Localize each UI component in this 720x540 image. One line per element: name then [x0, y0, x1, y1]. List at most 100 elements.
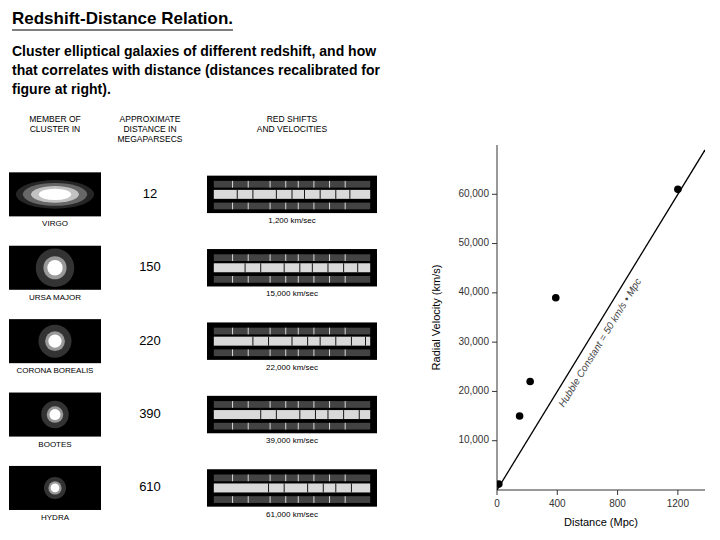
spectral-line: [313, 276, 314, 283]
spectral-line: [345, 276, 346, 283]
spectral-line: [232, 496, 233, 503]
spectral-line: [345, 328, 346, 335]
galaxy-glow: [23, 183, 87, 206]
spectral-line: [329, 328, 330, 335]
distance-label: 390: [139, 406, 161, 421]
y-tick: [492, 194, 497, 195]
spectral-line: [248, 328, 249, 335]
spectral-line: [343, 263, 344, 272]
spectral-line: [329, 349, 330, 356]
x-axis-line: [497, 490, 705, 491]
spectral-line: [313, 349, 314, 356]
spectral-line: [298, 349, 299, 356]
spectrum: [207, 176, 377, 213]
spectral-line: [232, 254, 233, 261]
spectral-line: [307, 483, 308, 492]
spectral-line: [248, 254, 249, 261]
spectral-line: [248, 496, 249, 503]
spectral-line: [345, 203, 346, 210]
spectral-line: [329, 496, 330, 503]
spectral-line: [260, 263, 261, 272]
spectral-line: [285, 401, 286, 408]
cluster-name: HYDRA: [41, 513, 70, 522]
x-tick-label: 400: [549, 498, 566, 509]
spectral-line: [351, 483, 352, 492]
y-tick: [492, 243, 497, 244]
spectrum-frame: [207, 396, 377, 433]
spectral-line: [329, 203, 330, 210]
spectrum-band: [214, 328, 370, 335]
spectral-line: [313, 474, 314, 481]
galaxy-glow: [47, 260, 62, 275]
x-tick: [557, 490, 558, 495]
spectral-line: [268, 483, 269, 492]
spectrum-band: [214, 423, 370, 430]
spectral-line: [315, 410, 316, 419]
cluster-name: URSA MAJOR: [29, 293, 81, 302]
spectral-line: [270, 401, 271, 408]
spectral-line: [292, 337, 293, 346]
x-tick: [497, 490, 498, 495]
spectral-line: [298, 276, 299, 283]
spectral-line: [270, 181, 271, 188]
column-header: MEMBER OFCLUSTER IN: [29, 114, 80, 134]
spectral-line: [320, 190, 321, 199]
spectral-line: [270, 276, 271, 283]
spectral-line: [335, 337, 336, 346]
spectral-line: [312, 263, 313, 272]
spectral-line: [298, 254, 299, 261]
spectral-line: [270, 496, 271, 503]
spectral-line: [298, 401, 299, 408]
galaxy-glow: [31, 186, 79, 203]
x-tick-label: 800: [609, 498, 626, 509]
distance-label: 610: [139, 479, 161, 494]
spectral-line: [270, 254, 271, 261]
galaxy-glow: [36, 248, 75, 287]
galaxy-frame: [9, 319, 101, 363]
data-point: [497, 480, 503, 488]
spectrum: [207, 249, 377, 286]
spectrum-band: [214, 349, 370, 356]
spectral-line: [248, 401, 249, 408]
spectral-line: [248, 276, 249, 283]
spectral-line: [351, 337, 352, 346]
spectral-line: [232, 328, 233, 335]
spectral-line: [327, 263, 328, 272]
spectrum-band: [214, 483, 370, 492]
spectral-line: [320, 337, 321, 346]
spectral-line: [284, 263, 285, 272]
annotation: Hubble Constant = 50 km/s • Mpc: [556, 276, 643, 409]
velocity-label: 22,000 km/sec: [266, 363, 318, 372]
spectral-line: [327, 410, 328, 419]
galaxy-glow: [39, 189, 71, 200]
spectral-line: [285, 181, 286, 188]
spectral-line: [285, 474, 286, 481]
spectrum-band: [214, 474, 370, 481]
spectral-line: [329, 254, 330, 261]
y-tick: [492, 292, 497, 293]
galaxy-glow: [48, 335, 61, 348]
spectral-line: [335, 190, 336, 199]
spectral-line: [270, 203, 271, 210]
spectrum-band: [214, 337, 370, 346]
spectral-line: [359, 410, 360, 419]
spectrum-frame: [207, 469, 377, 506]
spectral-line: [248, 181, 249, 188]
spectral-line: [329, 423, 330, 430]
galaxy-frame: [9, 393, 101, 437]
y-axis-line: [497, 145, 498, 490]
spectrum: [207, 469, 377, 506]
x-tick-label: 0: [494, 498, 500, 509]
y-tick-label: 20,000: [458, 385, 489, 396]
spectral-line: [285, 496, 286, 503]
y-tick-label: 50,000: [458, 237, 489, 248]
spectral-line: [285, 423, 286, 430]
distance-label: 220: [139, 333, 161, 348]
spectral-line: [270, 474, 271, 481]
spectral-line: [345, 254, 346, 261]
galaxy-image: [9, 393, 101, 437]
spectral-line: [285, 254, 286, 261]
subtitle: Cluster elliptical galaxies of different…: [12, 43, 381, 97]
spectral-line: [252, 337, 253, 346]
galaxy-frame: [9, 172, 101, 216]
